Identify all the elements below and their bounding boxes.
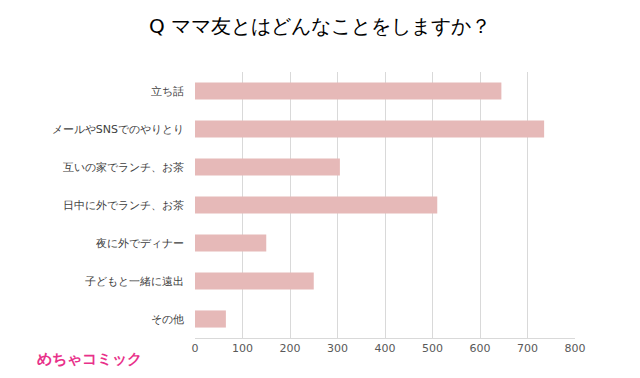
svg-text:300: 300 bbox=[327, 342, 348, 355]
svg-text:夜に外でディナー: 夜に外でディナー bbox=[96, 237, 184, 250]
svg-text:100: 100 bbox=[232, 342, 253, 355]
svg-text:その他: その他 bbox=[151, 313, 184, 326]
svg-text:600: 600 bbox=[470, 342, 491, 355]
svg-text:Q ママ友とはどんなことをしますか？: Q ママ友とはどんなことをしますか？ bbox=[149, 14, 491, 38]
svg-text:めちゃコミック: めちゃコミック bbox=[37, 350, 142, 368]
svg-text:700: 700 bbox=[517, 342, 538, 355]
svg-text:800: 800 bbox=[565, 342, 586, 355]
svg-text:互いの家でランチ、お茶: 互いの家でランチ、お茶 bbox=[63, 161, 184, 174]
svg-text:400: 400 bbox=[375, 342, 396, 355]
svg-text:メールやSNSでのやりとり: メールやSNSでのやりとり bbox=[52, 123, 184, 136]
svg-text:200: 200 bbox=[280, 342, 301, 355]
svg-text:500: 500 bbox=[422, 342, 443, 355]
svg-text:日中に外でランチ、お茶: 日中に外でランチ、お茶 bbox=[63, 199, 184, 212]
svg-text:0: 0 bbox=[192, 342, 199, 355]
svg-text:子どもと一緒に遠出: 子どもと一緒に遠出 bbox=[85, 275, 184, 288]
svg-text:立ち話: 立ち話 bbox=[151, 85, 184, 98]
